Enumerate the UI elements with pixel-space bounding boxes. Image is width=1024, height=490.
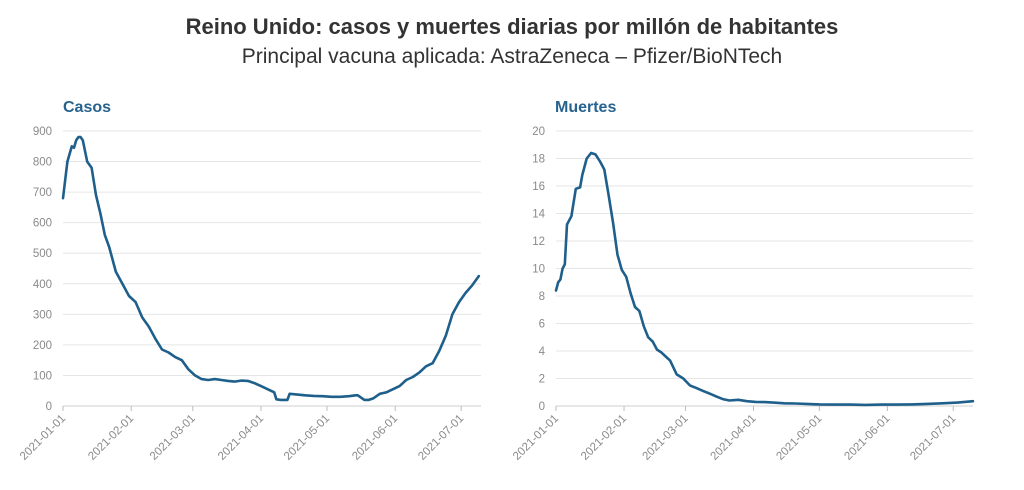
deaths-panel-title: Muertes xyxy=(555,99,616,116)
cases-y-ticks: 0 100 200 300 400 500 600 700 800 900 xyxy=(33,126,52,413)
deaths-x-tick-label: 2021-04-01 xyxy=(709,413,759,463)
cases-y-tick-label: 600 xyxy=(33,218,52,230)
deaths-y-tick-label: 18 xyxy=(532,154,545,166)
deaths-x-tick-label: 2021-02-01 xyxy=(579,413,629,463)
deaths-y-tick-label: 14 xyxy=(532,209,545,221)
deaths-y-ticks: 0 2 4 6 8 10 12 14 16 18 20 xyxy=(532,126,545,413)
chart-subtitle: Principal vacuna aplicada: AstraZeneca –… xyxy=(241,45,783,68)
deaths-x-tick-label: 2021-07-01 xyxy=(908,413,958,463)
cases-x-axis xyxy=(62,405,481,411)
cases-y-tick-label: 500 xyxy=(33,248,52,260)
cases-x-tick-label: 2021-01-01 xyxy=(18,413,68,463)
cases-y-tick-label: 0 xyxy=(46,401,52,413)
cases-x-tick-label: 2021-05-01 xyxy=(282,413,332,463)
deaths-grid xyxy=(556,130,973,379)
cases-y-tick-label: 900 xyxy=(33,126,52,138)
deaths-x-tick-label: 2021-06-01 xyxy=(842,413,892,463)
cases-x-ticks: 2021-01-01 2021-02-01 2021-03-01 2021-04-01… xyxy=(18,413,466,463)
cases-x-tick-label: 2021-06-01 xyxy=(350,413,400,463)
deaths-x-ticks: 2021-01-01 2021-02-01 2021-03-01 2021-04-01… xyxy=(511,413,958,463)
chart-title: Reino Unido: casos y muertes diarias por… xyxy=(185,14,839,39)
deaths-x-axis xyxy=(555,405,973,411)
cases-y-tick-label: 400 xyxy=(33,279,52,291)
deaths-y-tick-label: 2 xyxy=(539,374,545,386)
cases-series-line xyxy=(61,135,481,402)
deaths-x-tick-label: 2021-05-01 xyxy=(774,413,824,463)
deaths-y-tick-label: 16 xyxy=(532,181,545,193)
cases-x-tick-label: 2021-07-01 xyxy=(416,413,466,463)
cases-grid xyxy=(63,130,481,376)
deaths-y-tick-label: 12 xyxy=(532,236,545,248)
cases-y-tick-label: 700 xyxy=(33,187,52,199)
cases-x-tick-label: 2021-02-01 xyxy=(86,413,136,463)
deaths-x-tick-label: 2021-01-01 xyxy=(511,413,561,463)
deaths-x-tick-label: 2021-03-01 xyxy=(641,413,691,463)
cases-y-tick-label: 100 xyxy=(33,370,52,382)
cases-y-tick-label: 200 xyxy=(33,340,52,352)
cases-x-tick-label: 2021-04-01 xyxy=(216,413,266,463)
cases-panel-title: Casos xyxy=(63,99,111,116)
cases-y-tick-label: 300 xyxy=(33,309,52,321)
cases-y-tick-label: 800 xyxy=(33,157,52,169)
deaths-y-tick-label: 4 xyxy=(539,346,546,358)
cases-chart: Casos 0 100 200 300 400 500 600 700 800 900 2021-… xyxy=(18,99,481,463)
deaths-y-tick-label: 8 xyxy=(539,291,545,303)
deaths-series xyxy=(554,151,975,407)
deaths-y-tick-label: 20 xyxy=(532,126,545,138)
cases-series xyxy=(61,135,481,402)
deaths-y-tick-label: 6 xyxy=(539,319,545,331)
cases-x-tick-label: 2021-03-01 xyxy=(148,413,198,463)
deaths-series-line xyxy=(554,151,975,407)
deaths-y-tick-label: 10 xyxy=(532,264,545,276)
deaths-y-tick-label: 0 xyxy=(539,401,545,413)
